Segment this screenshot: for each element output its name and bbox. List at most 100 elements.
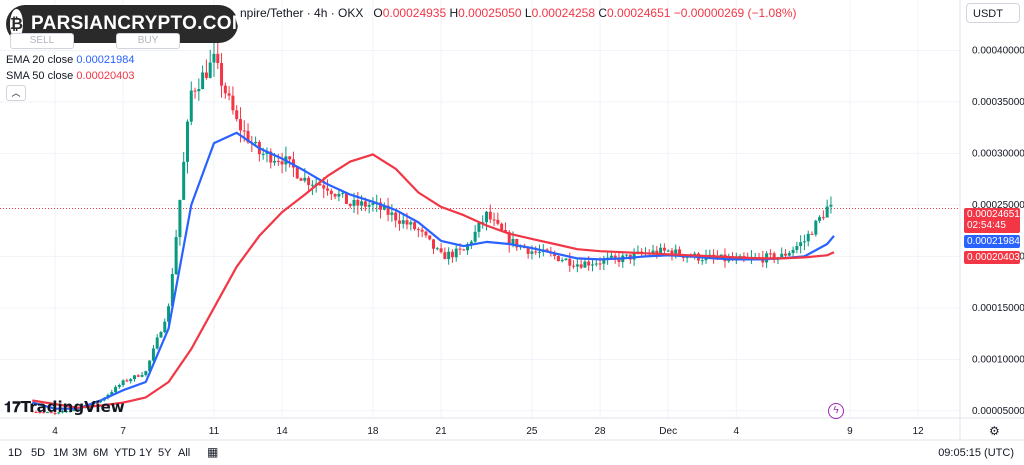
candle-body xyxy=(269,151,273,163)
low-value: 0.00024258 xyxy=(531,6,596,20)
symbol-title[interactable]: npire/Tether · 4h · OKX xyxy=(240,6,364,20)
candle-body xyxy=(810,233,814,235)
candle-body xyxy=(651,250,655,255)
time-axis-tick-label: 11 xyxy=(209,426,220,437)
candle-body xyxy=(564,258,568,261)
candle-body xyxy=(216,53,220,64)
candle-body xyxy=(288,156,292,160)
candle-body xyxy=(556,255,560,262)
candle-body xyxy=(310,184,314,186)
timeframe-6m[interactable]: 6M xyxy=(93,447,109,459)
timeframe-1y[interactable]: 1Y xyxy=(139,447,153,459)
candle-body xyxy=(409,222,413,225)
timeframe-1m[interactable]: 1M xyxy=(53,447,69,459)
candle-body xyxy=(780,253,784,258)
candle-body xyxy=(799,242,803,247)
candle-body xyxy=(212,53,216,63)
candle-body xyxy=(303,177,307,181)
timeframe-1d[interactable]: 1D xyxy=(8,447,23,459)
candle-body xyxy=(110,392,114,395)
timeframe-all[interactable]: All xyxy=(178,447,191,459)
candle-body xyxy=(333,194,337,197)
candle-body xyxy=(367,204,371,207)
candle-body xyxy=(416,229,420,231)
candle-body xyxy=(155,337,159,349)
candle-body xyxy=(768,253,772,255)
candle-body xyxy=(568,258,572,266)
candle-body xyxy=(590,264,594,266)
candle-body xyxy=(587,261,591,266)
candle-body xyxy=(424,231,428,236)
currency-selector[interactable]: USDT xyxy=(966,3,1020,23)
candle-body xyxy=(632,252,636,260)
candle-body xyxy=(178,199,182,238)
watermark-text: PARSIANCRYPTO.COM xyxy=(31,13,248,34)
sma-indicator-legend[interactable]: SMA 50 close 0.00020403 xyxy=(6,70,134,82)
candle-body xyxy=(583,261,587,268)
candle-body xyxy=(341,192,345,194)
candle-body xyxy=(825,206,829,218)
collapse-legend-button[interactable]: ︿ xyxy=(6,85,26,101)
candle-body xyxy=(246,130,250,143)
last-price-label: 0.00024651 02:54:45 xyxy=(964,208,1020,233)
candle-body xyxy=(617,257,621,263)
candle-body xyxy=(795,246,799,250)
sma-price-label: 0.00020403 xyxy=(964,251,1020,264)
settings-icon[interactable]: ⚙ xyxy=(989,424,1000,438)
time-axis-tick-label: 4 xyxy=(734,426,740,437)
candle-body xyxy=(57,412,61,414)
candle-body xyxy=(791,249,795,253)
candle-body xyxy=(136,375,140,377)
candle-body xyxy=(662,247,666,251)
utc-clock[interactable]: 09:05:15 (UTC) xyxy=(938,447,1014,459)
calendar-range-icon[interactable]: ▦ xyxy=(207,445,219,459)
candle-body xyxy=(515,238,519,248)
buy-button[interactable]: BUY xyxy=(116,33,180,49)
candle-body xyxy=(405,220,409,225)
candle-body xyxy=(503,230,507,233)
candle-body xyxy=(261,153,265,155)
candle-body xyxy=(485,211,488,223)
ema-indicator-legend[interactable]: EMA 20 close 0.00021984 xyxy=(6,54,134,66)
ema-indicator-value: 0.00021984 xyxy=(76,54,135,66)
candle-body xyxy=(477,222,481,232)
timeframe-5y[interactable]: 5Y xyxy=(158,447,172,459)
symbol-header: npire/Tether · 4h · OKX O0.00024935 H0.0… xyxy=(240,6,797,20)
candle-body xyxy=(295,167,299,179)
candle-body xyxy=(254,141,258,144)
candle-body xyxy=(182,161,186,200)
candle-body xyxy=(322,185,326,189)
bar-countdown: 02:54:45 xyxy=(967,220,1006,231)
price-axis-tick-label: 0.00035000 xyxy=(972,97,1024,108)
candle-body xyxy=(344,192,348,204)
candle-body xyxy=(473,231,477,242)
lightning-icon[interactable]: ϟ xyxy=(828,403,844,419)
candle-body xyxy=(458,248,462,250)
candle-body xyxy=(337,193,341,197)
candle-body xyxy=(507,232,511,246)
candle-body xyxy=(802,241,806,243)
candle-body xyxy=(496,219,500,224)
last-price-value: 0.00024651 xyxy=(967,209,1020,220)
timeframe-3m[interactable]: 3M xyxy=(72,447,88,459)
candle-body xyxy=(318,183,322,186)
candle-body xyxy=(363,201,367,207)
candle-body xyxy=(469,241,473,245)
tradingview-wordmark: TradingView xyxy=(20,398,125,416)
open-value: 0.00024935 xyxy=(382,6,447,20)
candle-body xyxy=(174,237,178,275)
timeframe-5d[interactable]: 5D xyxy=(31,447,46,459)
price-axis-tick-label: 0.00040000 xyxy=(972,45,1024,56)
candle-body xyxy=(553,253,557,256)
candle-body xyxy=(534,251,538,253)
candle-body xyxy=(140,375,144,377)
candle-body xyxy=(170,274,174,307)
timeframe-ytd[interactable]: YTD xyxy=(114,447,136,459)
time-axis-tick-label: 9 xyxy=(847,426,853,437)
candle-body xyxy=(394,212,398,221)
candle-body xyxy=(821,217,825,219)
sell-button[interactable]: SELL xyxy=(10,33,74,49)
candle-body xyxy=(114,386,118,393)
candle-body xyxy=(307,177,311,185)
